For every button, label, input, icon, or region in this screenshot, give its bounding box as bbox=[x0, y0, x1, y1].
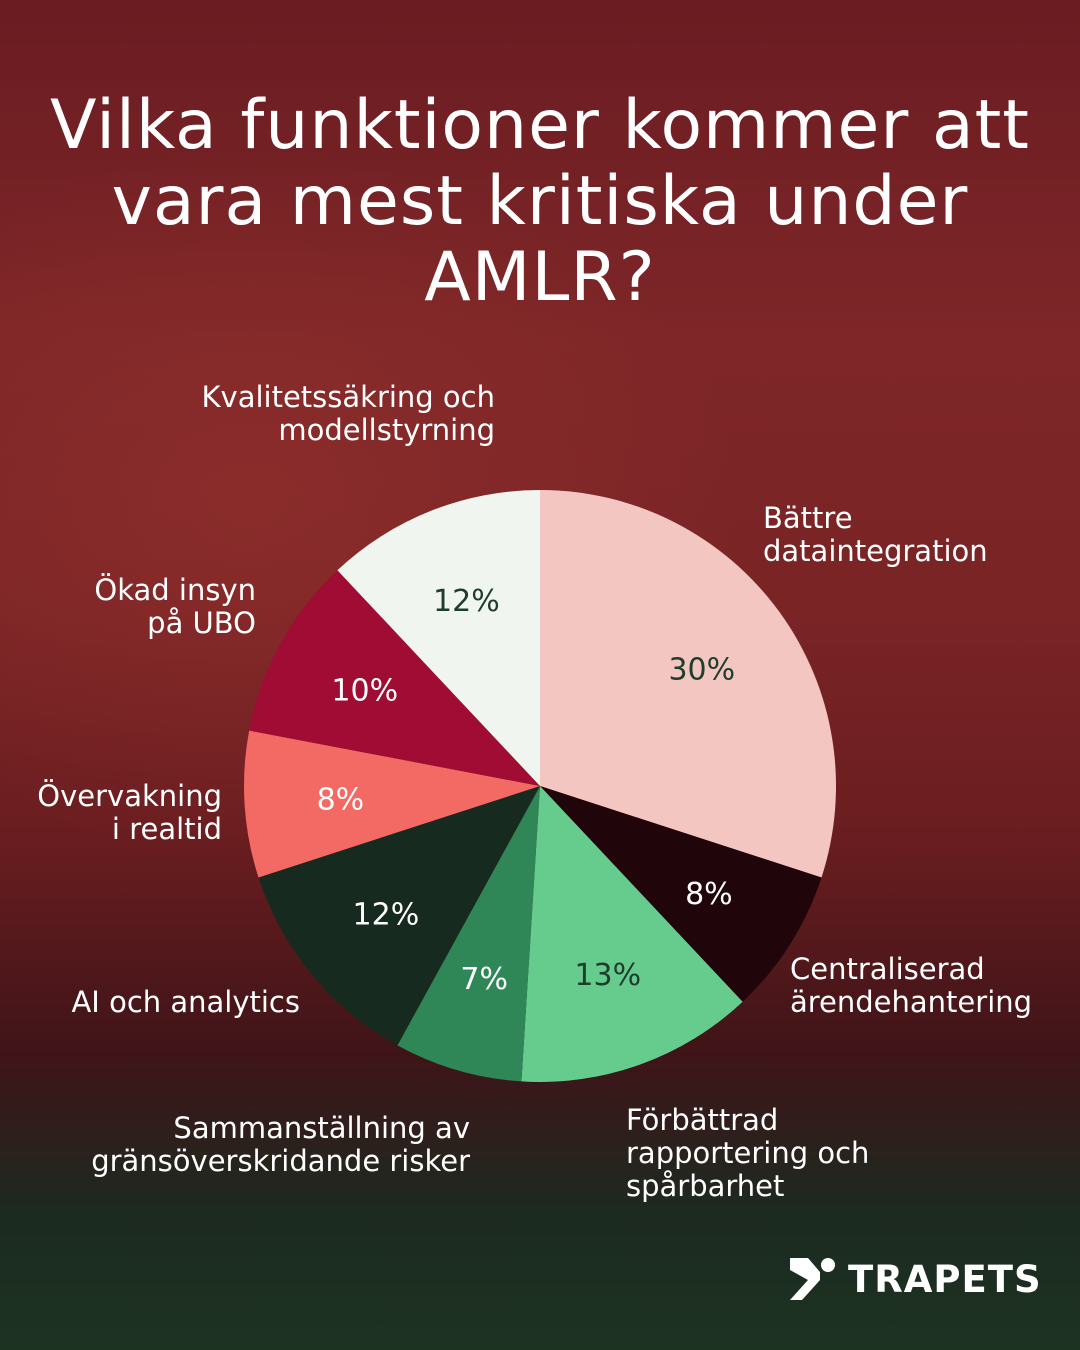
legend-label-ai: AI och analytics bbox=[71, 985, 300, 1019]
legend-label-forbattrad: Förbättrad rapportering och spårbarhet bbox=[626, 1103, 870, 1203]
legend-label-centraliserad: Centraliserad ärendehantering bbox=[790, 952, 1033, 1019]
legend-label-battre-dataintegration: Bättre dataintegration bbox=[763, 501, 988, 568]
page-title: Vilka funktioner kommer att vara mest kr… bbox=[50, 86, 1030, 317]
pie-slice bbox=[244, 730, 541, 878]
trapets-logo: TRAPETS bbox=[790, 1256, 1042, 1302]
data-label: 7% bbox=[460, 962, 508, 997]
trapets-logo-icon bbox=[790, 1258, 835, 1300]
legend-label-kvalitetssakring: Kvalitetssäkring och modellstyrning bbox=[201, 380, 495, 447]
data-label: 12% bbox=[353, 897, 420, 932]
legend-label-sammanstallning: Sammanställning av gränsöverskridande ris… bbox=[91, 1111, 470, 1178]
data-label: 8% bbox=[685, 877, 733, 912]
pie-slice bbox=[258, 786, 540, 1046]
data-label: 13% bbox=[574, 958, 641, 993]
pie-slice bbox=[249, 570, 540, 786]
data-label: 12% bbox=[433, 584, 500, 619]
logo-text: TRAPETS bbox=[848, 1257, 1042, 1301]
pie-slice bbox=[521, 786, 743, 1082]
legend-label-overvakning: Övervakning i realtid bbox=[37, 779, 222, 846]
pie-slice bbox=[540, 490, 836, 878]
pie-slice bbox=[540, 786, 822, 1002]
pie-slice bbox=[337, 490, 540, 786]
data-label: 10% bbox=[331, 674, 398, 709]
data-label: 30% bbox=[668, 652, 735, 687]
pie-slice bbox=[397, 786, 540, 1082]
data-label: 8% bbox=[317, 783, 365, 818]
legend-label-okad-insyn: Ökad insyn på UBO bbox=[94, 573, 256, 640]
